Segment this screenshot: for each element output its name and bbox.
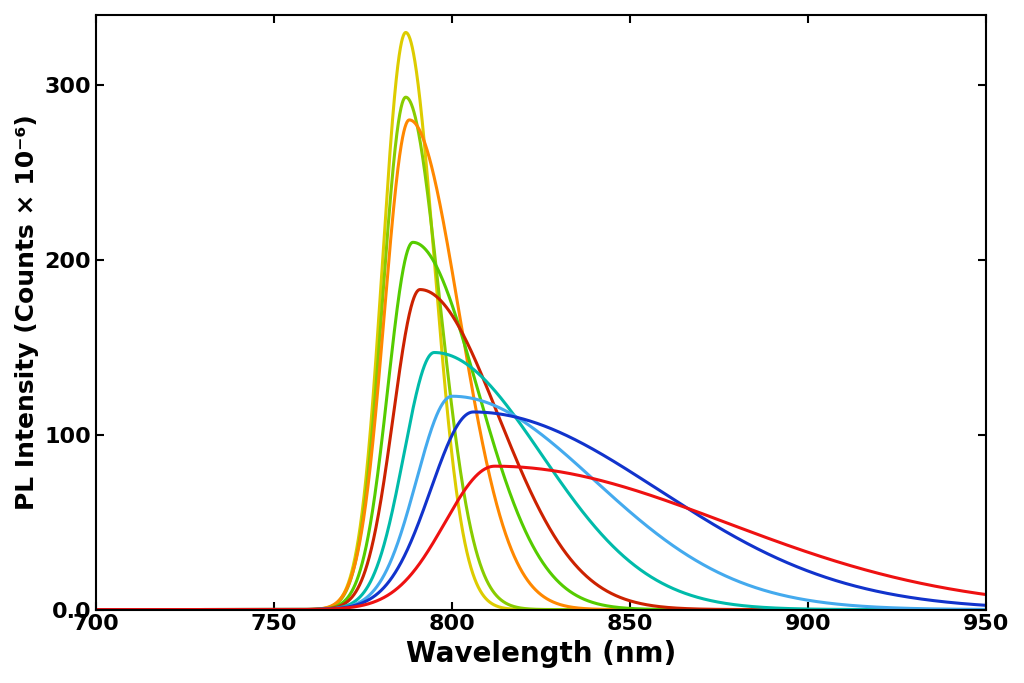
X-axis label: Wavelength (nm): Wavelength (nm) bbox=[406, 640, 676, 668]
Y-axis label: PL Intensity (Counts × 10⁻⁶): PL Intensity (Counts × 10⁻⁶) bbox=[15, 115, 39, 510]
